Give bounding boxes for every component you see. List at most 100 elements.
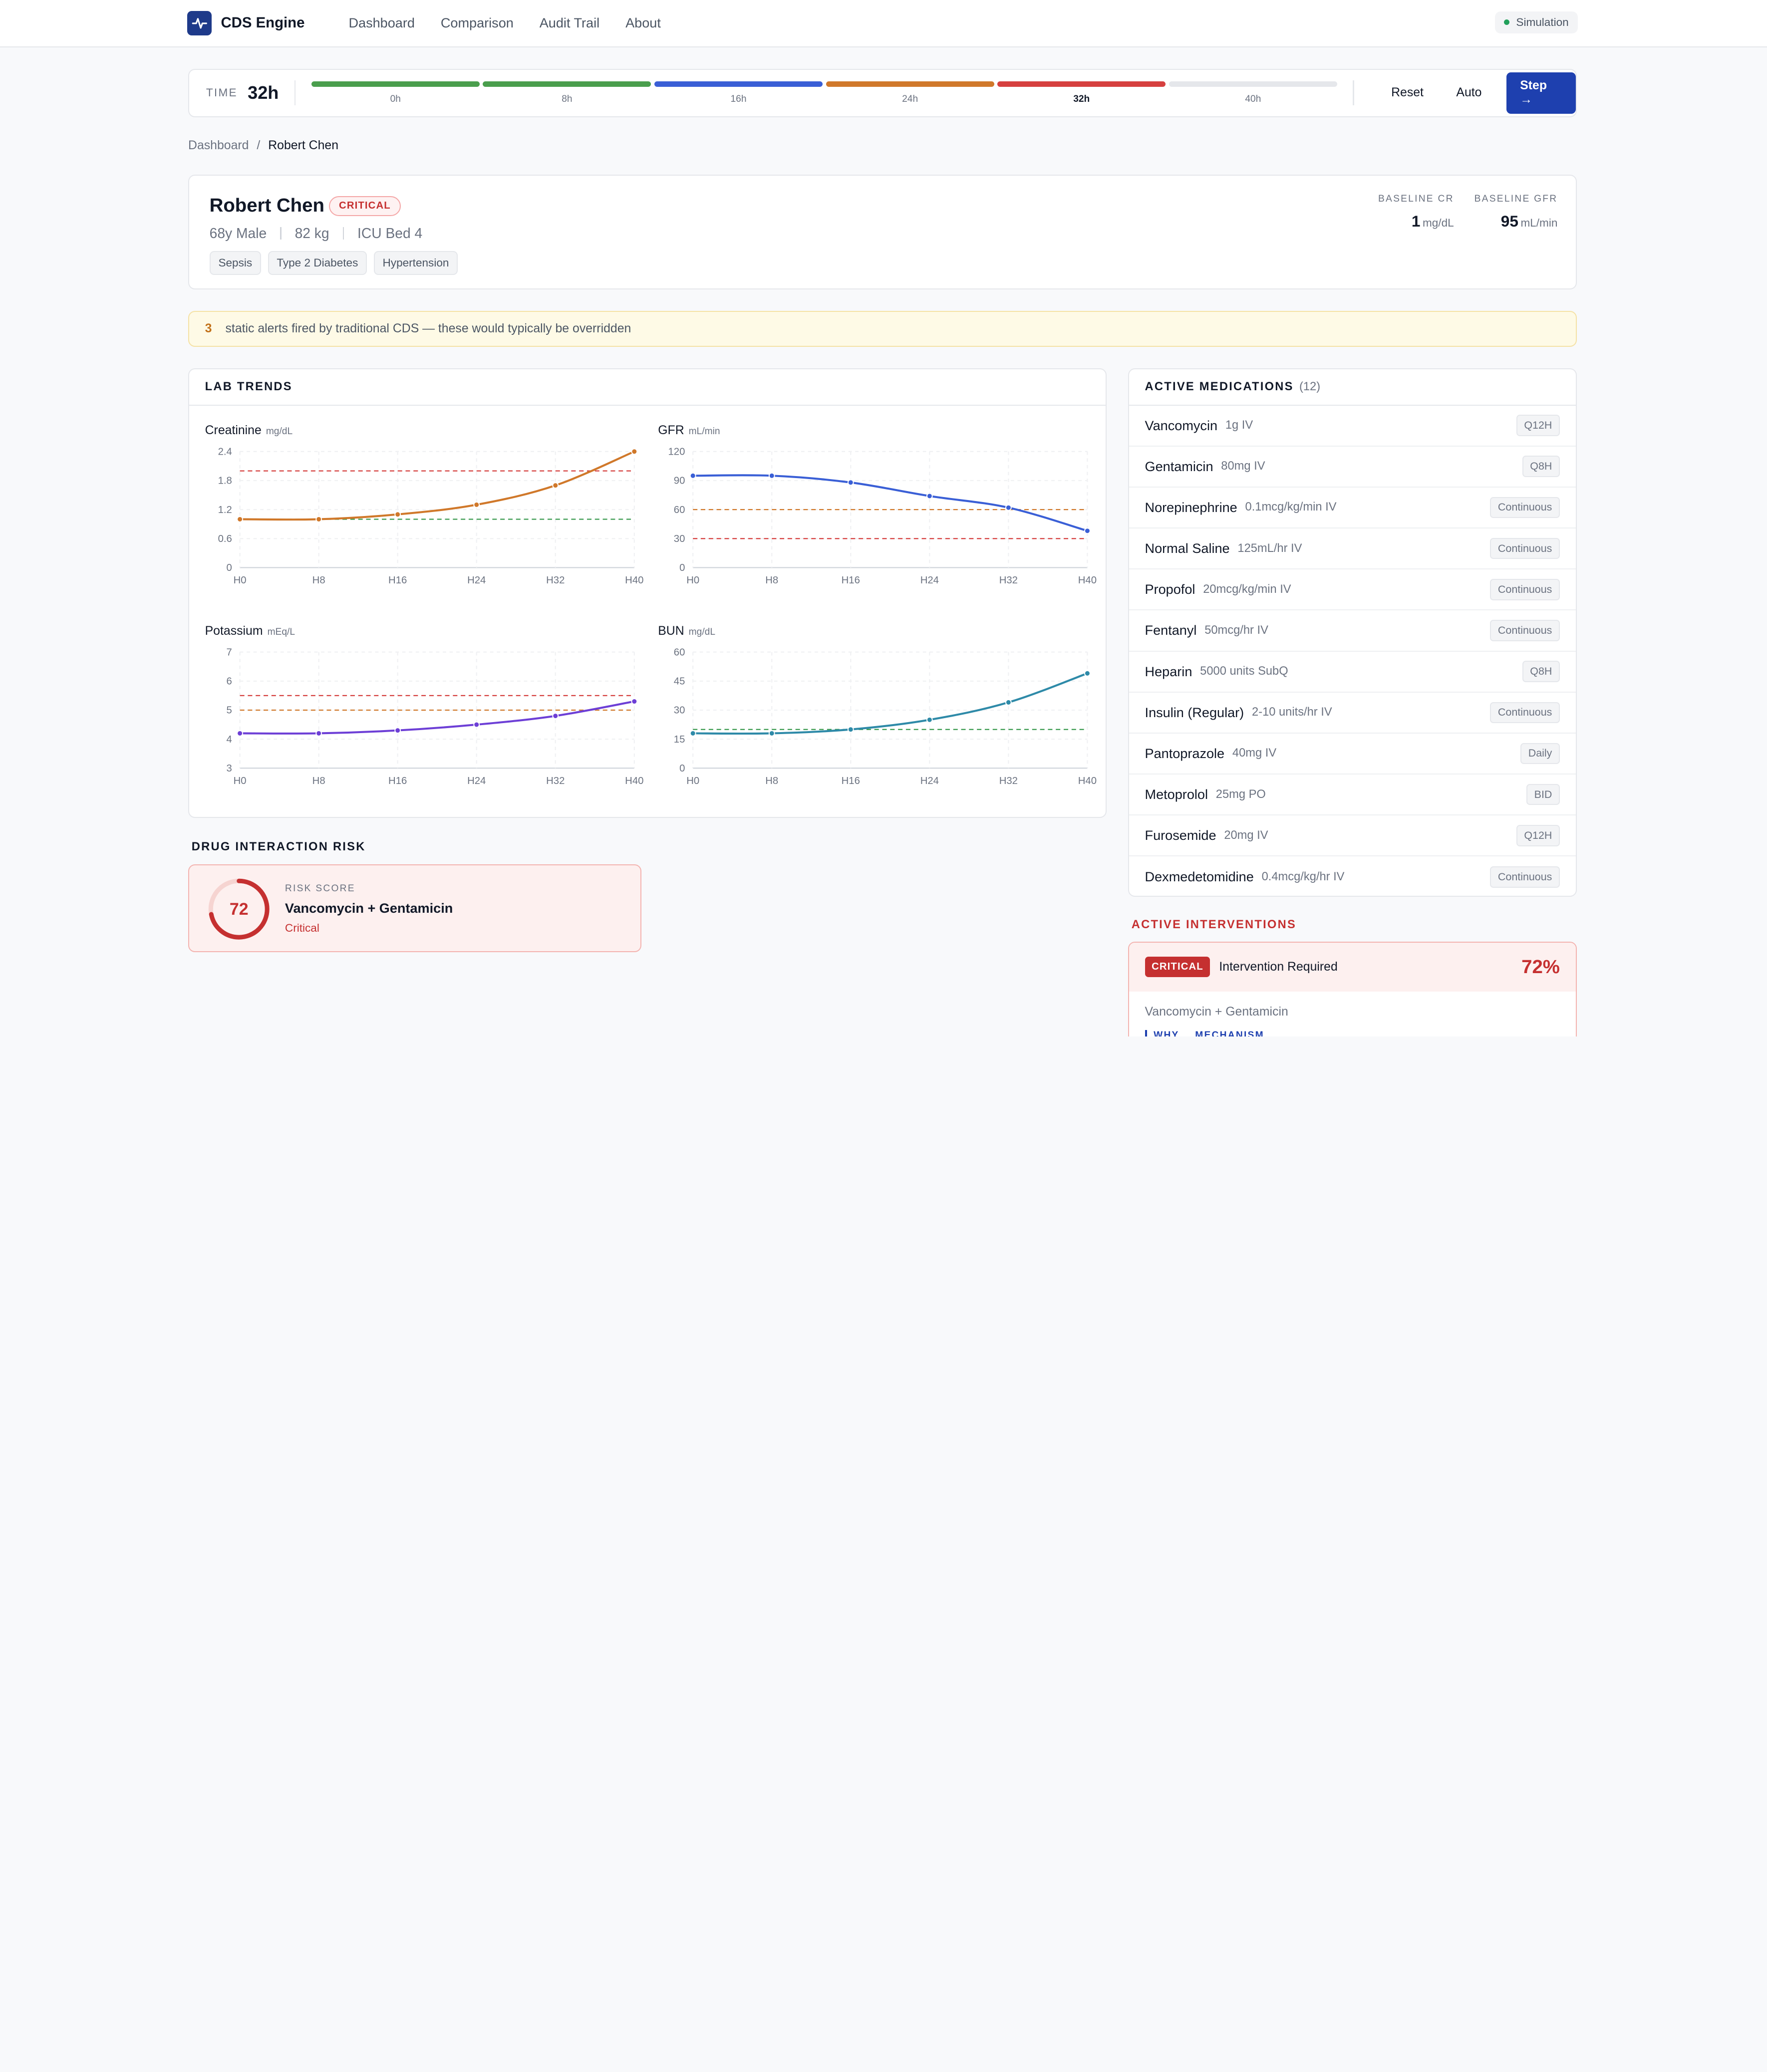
reset-button[interactable]: Reset bbox=[1391, 86, 1424, 100]
data-point bbox=[473, 502, 480, 508]
medication-row[interactable]: Dexmedetomidine 0.4mcg/kg/hr IV Continuous bbox=[1129, 856, 1576, 896]
risk-drug-pair: Vancomycin + Gentamicin bbox=[285, 900, 453, 916]
patient-card: Robert Chen CRITICAL 68y Male 82 kg ICU … bbox=[188, 174, 1577, 290]
y-tick-label: 4 bbox=[227, 734, 232, 745]
x-tick-label: H24 bbox=[467, 776, 486, 786]
y-tick-label: 60 bbox=[674, 647, 685, 658]
nav-link-comparison[interactable]: Comparison bbox=[440, 15, 514, 31]
patient-name: Robert Chen bbox=[209, 195, 324, 217]
breadcrumb-separator: / bbox=[257, 138, 261, 152]
time-actions: Reset Auto Step → bbox=[1370, 72, 1576, 114]
timeline-segment[interactable]: 32h bbox=[997, 81, 1166, 105]
x-tick-label: H24 bbox=[467, 575, 486, 586]
medication-row[interactable]: Heparin 5000 units SubQ Q8H bbox=[1129, 652, 1576, 693]
auto-button[interactable]: Auto bbox=[1456, 86, 1482, 100]
medication-name: Heparin bbox=[1145, 663, 1192, 679]
pulse-icon bbox=[187, 10, 212, 36]
risk-score-card[interactable]: 72 RISK SCORE Vancomycin + Gentamicin Cr… bbox=[188, 864, 641, 952]
medication-row[interactable]: Gentamicin 80mg IV Q8H bbox=[1129, 447, 1576, 488]
breadcrumb-current: Robert Chen bbox=[268, 138, 339, 152]
x-tick-label: H0 bbox=[686, 776, 699, 786]
step-button[interactable]: Step → bbox=[1506, 72, 1576, 114]
data-point bbox=[394, 727, 401, 734]
timeline-segment[interactable]: 16h bbox=[654, 81, 823, 105]
series-line-gfr bbox=[693, 474, 1088, 532]
brand-logo[interactable]: CDS Engine bbox=[187, 10, 304, 36]
lab-charts-svg: 00.61.21.82.4H0 H8 H16 H24 H32 H400306090120H… bbox=[218, 447, 1097, 786]
data-point bbox=[1005, 505, 1012, 511]
static-alerts-banner: 3 static alerts fired by traditional CDS… bbox=[188, 311, 1577, 347]
divider bbox=[280, 227, 282, 240]
timeline-segment-bar bbox=[1169, 81, 1337, 87]
timeline-segment[interactable]: 0h bbox=[311, 81, 480, 105]
breadcrumb-dashboard[interactable]: Dashboard bbox=[188, 138, 249, 152]
timeline-segment-label: 32h bbox=[1073, 93, 1090, 104]
medication-dose: 25mg PO bbox=[1215, 787, 1266, 801]
current-time: 32h bbox=[248, 82, 279, 103]
medication-row[interactable]: Metoprolol 25mg PO BID bbox=[1129, 775, 1576, 816]
x-tick-label: H40 bbox=[1078, 575, 1097, 586]
timeline-segment-bar bbox=[997, 81, 1166, 87]
x-tick-label: H32 bbox=[546, 776, 565, 786]
x-tick-label: H8 bbox=[765, 575, 778, 586]
data-point bbox=[689, 473, 696, 479]
medications-count: (12) bbox=[1299, 380, 1321, 393]
baseline-cr-value: 1 bbox=[1411, 212, 1421, 231]
status-badge: CRITICAL bbox=[328, 196, 401, 217]
medication-frequency: Continuous bbox=[1490, 497, 1560, 518]
intervention-tabs: WHY MECHANISM bbox=[1129, 1019, 1576, 1037]
medication-row[interactable]: Propofol 20mcg/kg/min IV Continuous bbox=[1129, 569, 1576, 611]
medication-row[interactable]: Norepinephrine 0.1mcg/kg/min IV Continuous bbox=[1129, 488, 1576, 529]
medication-frequency: BID bbox=[1526, 783, 1560, 805]
y-tick-label: 60 bbox=[674, 505, 685, 516]
y-tick-label: 6 bbox=[227, 676, 232, 687]
medication-frequency: Continuous bbox=[1490, 537, 1560, 559]
data-point bbox=[473, 721, 480, 728]
intervention-card[interactable]: CRITICAL Intervention Required 72% Vanco… bbox=[1128, 942, 1577, 1037]
y-tick-label: 1.2 bbox=[218, 505, 232, 516]
timeline-segment[interactable]: 8h bbox=[483, 81, 651, 105]
timeline-segment-bar bbox=[654, 81, 823, 87]
time-label: TIME bbox=[206, 86, 238, 99]
baseline-gfr: BASELINE GFR 95 mL/min bbox=[1474, 194, 1558, 231]
chart-title-gfr: GFR mL/min bbox=[658, 423, 720, 437]
y-tick-label: 120 bbox=[668, 447, 685, 458]
medication-name: Insulin (Regular) bbox=[1145, 704, 1244, 720]
baseline-gfr-unit: mL/min bbox=[1520, 217, 1558, 230]
medication-row[interactable]: Pantoprazole 40mg IV Daily bbox=[1129, 734, 1576, 775]
data-point bbox=[1084, 670, 1091, 677]
timeline-segment[interactable]: 24h bbox=[826, 81, 994, 105]
medication-dose: 2-10 units/hr IV bbox=[1252, 706, 1332, 719]
medication-dose: 125mL/hr IV bbox=[1237, 541, 1302, 555]
nav-link-about[interactable]: About bbox=[625, 15, 661, 31]
tab-why[interactable]: WHY bbox=[1145, 1030, 1179, 1037]
timeline-segment-label: 24h bbox=[902, 93, 918, 104]
medication-row[interactable]: Furosemide 20mg IV Q12H bbox=[1129, 815, 1576, 857]
medication-dose: 0.4mcg/kg/hr IV bbox=[1261, 870, 1345, 883]
x-tick-label: H0 bbox=[234, 575, 247, 586]
tab-mechanism[interactable]: MECHANISM bbox=[1195, 1030, 1264, 1037]
medication-name: Dexmedetomidine bbox=[1145, 869, 1254, 885]
medication-frequency: Q8H bbox=[1522, 456, 1560, 478]
x-tick-label: H40 bbox=[625, 575, 643, 586]
medication-row[interactable]: Vancomycin 1g IV Q12H bbox=[1129, 406, 1576, 447]
data-point bbox=[552, 713, 559, 720]
status-dot-icon bbox=[1503, 19, 1509, 25]
x-tick-label: H0 bbox=[234, 776, 247, 786]
medication-name: Normal Saline bbox=[1145, 540, 1230, 556]
lab-trends-title: LAB TRENDS bbox=[189, 369, 1106, 406]
simulation-label: Simulation bbox=[1516, 15, 1569, 28]
intervention-label: Intervention Required bbox=[1219, 960, 1338, 974]
nav-link-dashboard[interactable]: Dashboard bbox=[348, 15, 415, 31]
medication-row[interactable]: Insulin (Regular) 2-10 units/hr IV Continu… bbox=[1129, 693, 1576, 734]
data-point bbox=[237, 516, 243, 523]
medication-row[interactable]: Normal Saline 125mL/hr IV Continuous bbox=[1129, 528, 1576, 570]
chart-title-creatinine: Creatinine mg/dL bbox=[205, 423, 293, 437]
chart-title-bun: BUN mg/dL bbox=[658, 624, 715, 638]
medication-row[interactable]: Fentanyl 50mcg/hr IV Continuous bbox=[1129, 610, 1576, 652]
timeline-segment[interactable]: 40h bbox=[1169, 81, 1337, 105]
y-tick-label: 90 bbox=[674, 476, 685, 487]
medication-frequency: Q8H bbox=[1522, 661, 1560, 682]
nav-link-audit-trail[interactable]: Audit Trail bbox=[539, 15, 600, 31]
medication-frequency: Daily bbox=[1520, 743, 1560, 765]
